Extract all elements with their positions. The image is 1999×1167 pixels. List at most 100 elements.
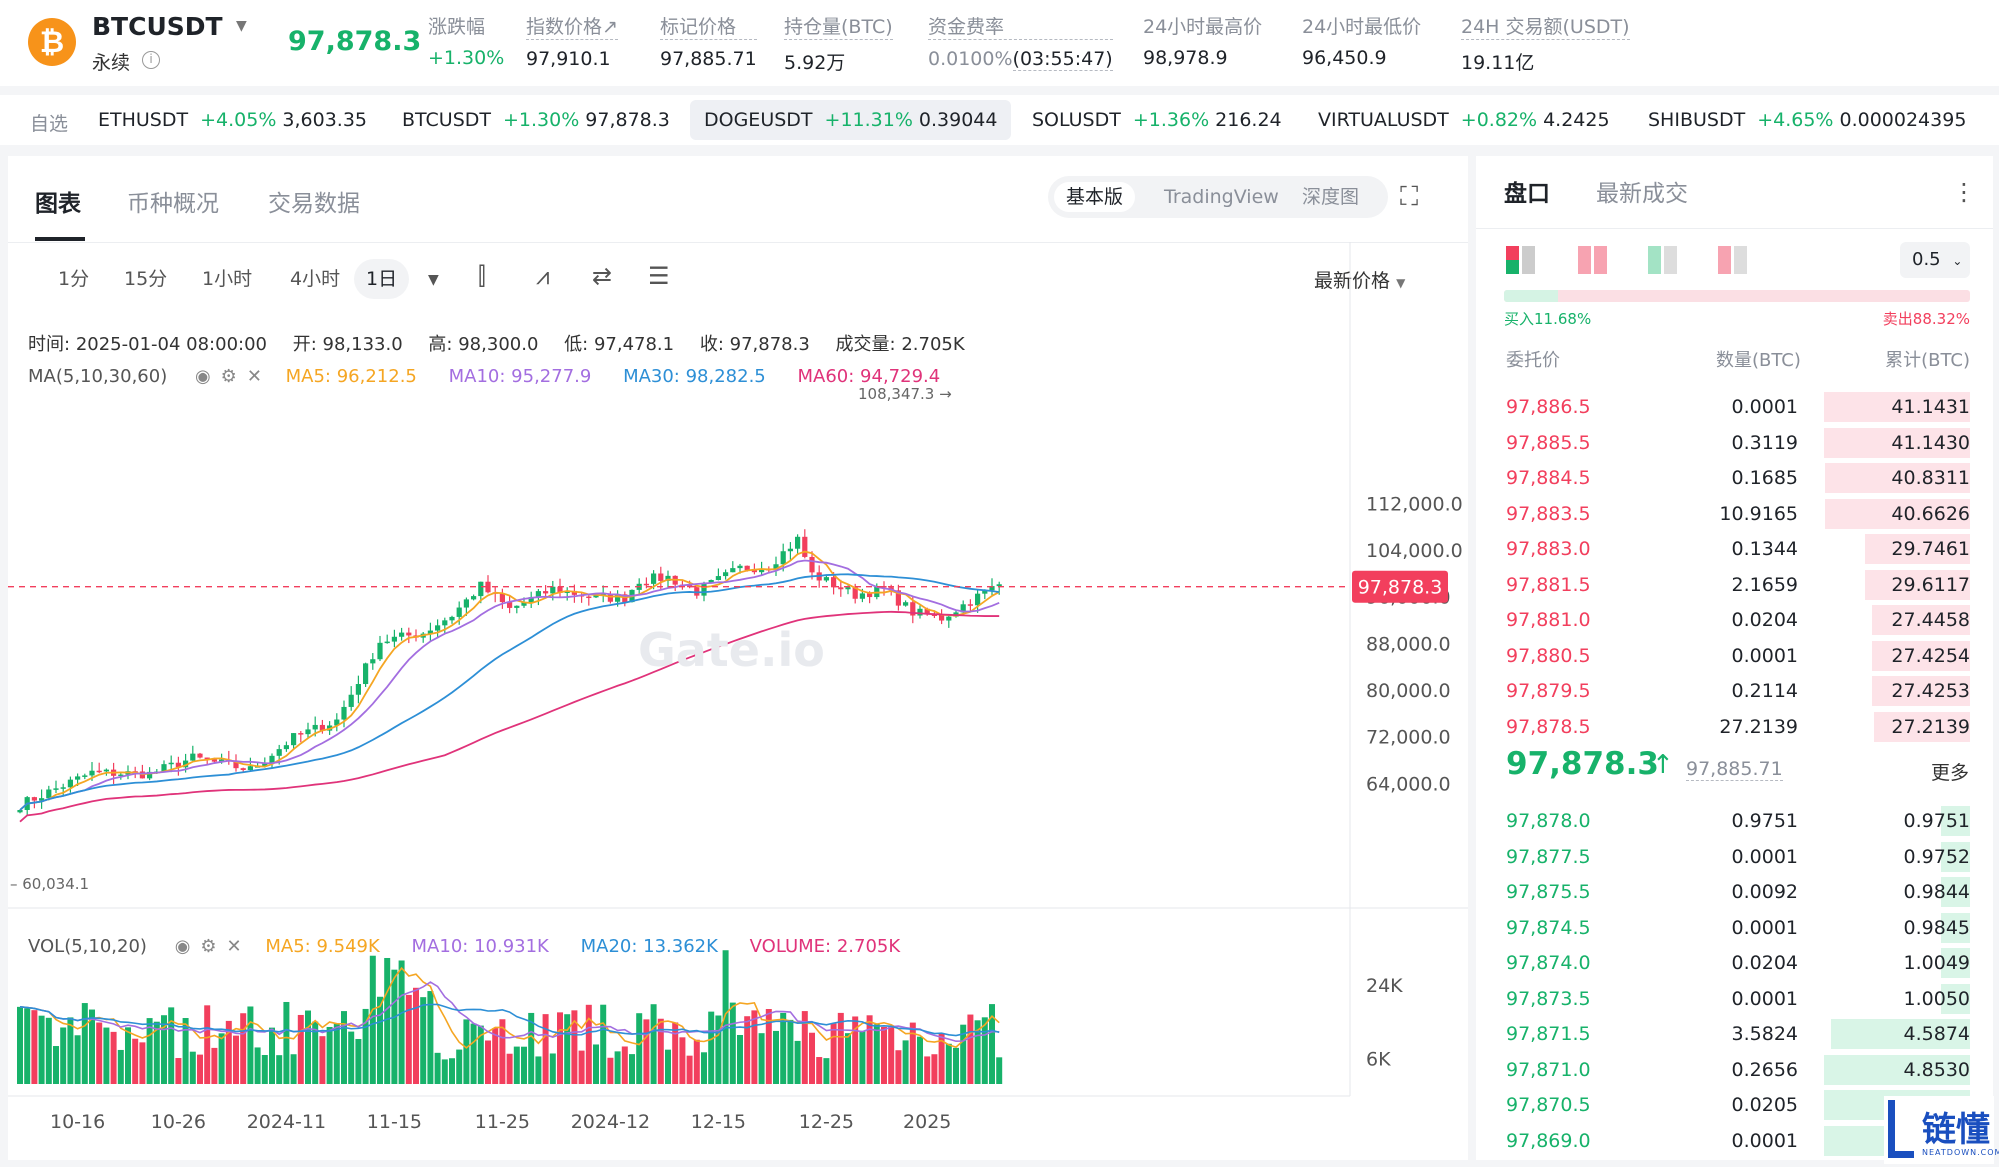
ticker-price: 97,878.3 xyxy=(585,109,670,131)
candle xyxy=(838,587,844,590)
ask-row[interactable]: 97,883.5 10.9165 40.6626 xyxy=(1476,498,1993,529)
depth-bar xyxy=(1941,912,1970,943)
bid-row[interactable]: 97,873.5 0.0001 1.0050 xyxy=(1476,983,1993,1014)
ticker-item[interactable]: ETHUSDT +4.05% 3,603.35 xyxy=(84,100,381,140)
ticker-symbol: SHIBUSDT xyxy=(1648,109,1746,131)
symbol-name[interactable]: BTCUSDT xyxy=(92,12,223,41)
volume-bar xyxy=(701,1052,707,1084)
ma5-line xyxy=(19,550,1000,811)
bid-row[interactable]: 97,874.0 0.0204 1.0049 xyxy=(1476,948,1993,978)
tab-latest-trades[interactable]: 最新成交 xyxy=(1596,181,1688,207)
candle xyxy=(651,573,657,584)
close-icon[interactable]: ✕ xyxy=(246,366,262,387)
volume-bar xyxy=(470,1023,477,1084)
ticker-item[interactable]: BTCUSDT +1.30% 97,878.3 xyxy=(388,100,684,140)
swap-icon[interactable]: ⇄ xyxy=(592,262,613,290)
precision-select[interactable]: 0.5 ⌄ xyxy=(1900,242,1970,278)
ma-legend-title: MA(5,10,30,60) xyxy=(28,366,168,387)
volume-bar xyxy=(729,1002,736,1084)
interval-1h[interactable]: 1小时 xyxy=(202,268,253,290)
volume-bar xyxy=(873,1024,880,1084)
ask-qty: 10.9165 xyxy=(1719,502,1798,525)
ticker-price: 3,603.35 xyxy=(282,109,367,131)
candle xyxy=(427,630,433,634)
settings-icon[interactable]: ⚙ xyxy=(200,936,217,957)
version-depth[interactable]: 深度图 xyxy=(1302,186,1360,208)
candle xyxy=(780,551,786,565)
book-mode-asks-icon[interactable] xyxy=(1578,246,1608,274)
interval-dropdown-icon[interactable]: ▼ xyxy=(428,272,439,288)
bid-cum: 0.9845 xyxy=(1903,916,1970,939)
ask-row[interactable]: 97,886.5 0.0001 41.1431 xyxy=(1476,392,1993,422)
ask-cum: 29.7461 xyxy=(1891,538,1970,560)
ticker-symbol: VIRTUALUSDT xyxy=(1318,109,1449,131)
symbol-dropdown-icon[interactable]: ▼ xyxy=(236,18,247,34)
price-chart[interactable]: 112,000.0104,000.096,000.088,000.080,000… xyxy=(8,156,1468,1160)
book-mode-bids-icon[interactable] xyxy=(1648,246,1678,274)
interval-1m[interactable]: 1分 xyxy=(58,268,90,290)
stat-index-price[interactable]: 指数价格↗ 97,910.1 xyxy=(526,12,618,70)
volume-bar xyxy=(953,1047,959,1084)
candle xyxy=(874,586,880,598)
volume-bar xyxy=(377,996,383,1084)
candle xyxy=(190,753,196,761)
candle xyxy=(903,602,909,606)
volume-bar xyxy=(657,1018,664,1084)
bid-row[interactable]: 97,878.0 0.9751 0.9751 xyxy=(1476,806,1993,836)
tab-chart[interactable]: 图表 xyxy=(35,191,81,217)
ask-row[interactable]: 97,879.5 0.2114 27.4253 xyxy=(1476,676,1993,706)
candle xyxy=(67,779,73,788)
info-icon[interactable]: i xyxy=(142,51,160,69)
tab-coin-overview[interactable]: 币种概况 xyxy=(127,191,219,217)
bid-row[interactable]: 97,875.5 0.0092 0.9844 xyxy=(1476,877,1993,907)
candle xyxy=(715,576,721,581)
ask-row[interactable]: 97,884.5 0.1685 40.8311 xyxy=(1476,463,1993,493)
settings-list-icon[interactable]: ☰ xyxy=(648,262,670,290)
bid-row[interactable]: 97,877.5 0.0001 0.9752 xyxy=(1476,841,1993,872)
bid-cum: 1.0049 xyxy=(1903,952,1970,974)
ticker-item[interactable]: SHIBUSDT +4.65% 0.000024395 xyxy=(1634,100,1980,140)
watchlist-label[interactable]: 自选 xyxy=(30,113,69,135)
close-icon[interactable]: ✕ xyxy=(226,936,242,957)
version-tradingview[interactable]: TradingView xyxy=(1164,186,1279,208)
book-mode-sell-icon[interactable] xyxy=(1718,246,1748,274)
ticker-item[interactable]: SOLUSDT +1.36% 216.24 xyxy=(1018,100,1296,140)
candle xyxy=(946,616,952,621)
book-mode-both-icon[interactable] xyxy=(1506,246,1536,274)
ask-row[interactable]: 97,883.0 0.1344 29.7461 xyxy=(1476,534,1993,564)
bid-row[interactable]: 97,871.0 0.2656 4.8530 xyxy=(1476,1054,1993,1085)
depth-bar xyxy=(1865,569,1970,600)
more-link[interactable]: 更多 xyxy=(1931,762,1970,784)
bid-row[interactable]: 97,871.5 3.5824 4.5874 xyxy=(1476,1019,1993,1049)
ticker-item-active[interactable]: DOGEUSDT +11.31% 0.39044 xyxy=(690,100,1012,140)
candle xyxy=(269,755,275,763)
interval-15m[interactable]: 15分 xyxy=(124,268,168,290)
candle-type-icon[interactable]: ⫿ xyxy=(478,262,486,290)
fullscreen-icon[interactable]: ⛶ xyxy=(1400,182,1419,212)
volume-bar xyxy=(261,1054,268,1084)
volume-bar xyxy=(535,1056,542,1084)
ticker-item[interactable]: VIRTUALUSDT +0.82% 4.2425 xyxy=(1304,100,1624,140)
tab-trading-data[interactable]: 交易数据 xyxy=(268,191,360,217)
ask-row[interactable]: 97,880.5 0.0001 27.4254 xyxy=(1476,640,1993,671)
ask-row[interactable]: 97,881.0 0.0204 27.4458 xyxy=(1476,605,1993,635)
order-book-panel: 盘口 最新成交 ⋮ 0.5 ⌄ 买入11.68% 卖出88.32% 委托价 数量… xyxy=(1476,156,1993,1160)
tab-order-book[interactable]: 盘口 xyxy=(1504,181,1550,207)
candle xyxy=(665,575,671,581)
more-options-icon[interactable]: ⋮ xyxy=(1952,178,1976,206)
candle xyxy=(895,590,901,606)
eye-icon[interactable]: ◉ xyxy=(194,366,211,387)
ask-row[interactable]: 97,881.5 2.1659 29.6117 xyxy=(1476,569,1993,600)
interval-1d[interactable]: 1日 xyxy=(354,259,410,299)
interval-4h[interactable]: 4小时 xyxy=(290,268,341,290)
ask-row[interactable]: 97,878.5 27.2139 27.2139 xyxy=(1476,711,1993,742)
site-logo: 链懂 NEATDOWN.COM xyxy=(1884,1096,1999,1164)
indicator-icon[interactable]: ⩘ xyxy=(536,262,550,290)
settings-icon[interactable]: ⚙ xyxy=(220,366,237,387)
price-type-select[interactable]: 最新价格 ▼ xyxy=(1314,266,1405,293)
ticker-symbol: ETHUSDT xyxy=(98,109,189,131)
version-basic[interactable]: 基本版 xyxy=(1054,182,1136,212)
eye-icon[interactable]: ◉ xyxy=(174,936,191,957)
bid-row[interactable]: 97,874.5 0.0001 0.9845 xyxy=(1476,912,1993,943)
ask-row[interactable]: 97,885.5 0.3119 41.1430 xyxy=(1476,427,1993,458)
